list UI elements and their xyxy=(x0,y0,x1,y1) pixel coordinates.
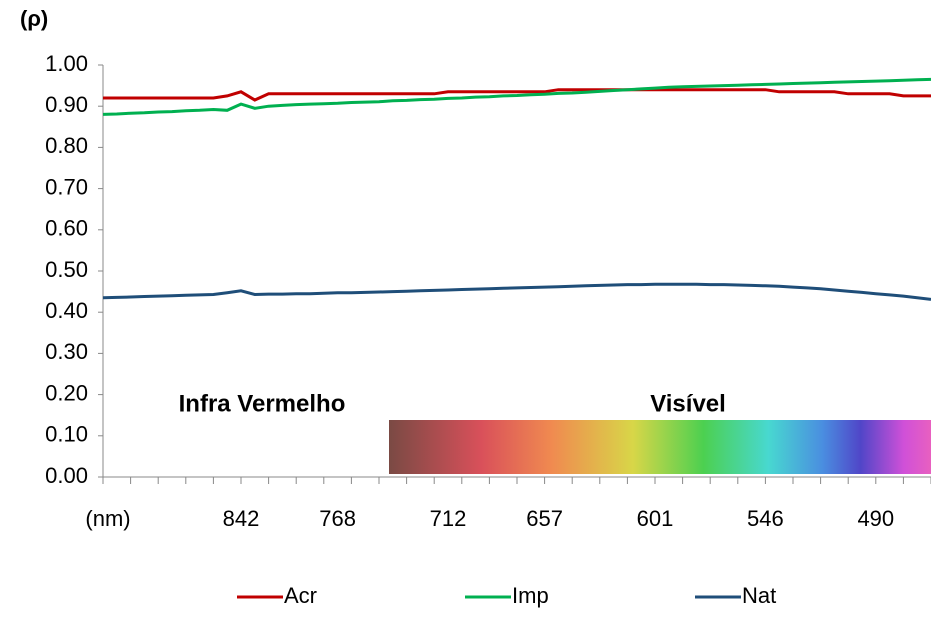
x-tick-label: 712 xyxy=(430,506,467,531)
annotation: Visível xyxy=(650,390,726,417)
chart: (ρ) Infra Vermelho Visível 0.00 0.10 0.20 0… xyxy=(0,0,931,613)
x-tick-label: 546 xyxy=(747,506,784,531)
y-tick-label: 0.80 xyxy=(45,133,88,158)
y-tick-label: 0.50 xyxy=(45,257,88,282)
x-tick-label: (nm) xyxy=(85,506,130,531)
annotation: Infra Vermelho xyxy=(179,390,346,417)
legend-label: Acr xyxy=(284,583,317,608)
x-tick-label: 601 xyxy=(637,506,674,531)
y-tick-label: 0.10 xyxy=(45,422,88,447)
spectrum-band xyxy=(389,420,931,474)
y-tick-label: 0.90 xyxy=(45,92,88,117)
x-tick-label: 657 xyxy=(526,506,563,531)
y-tick-label: 0.40 xyxy=(45,298,88,323)
y-tick-label: 0.20 xyxy=(45,380,88,405)
series-line xyxy=(103,284,931,299)
y-tick-label: 0.70 xyxy=(45,174,88,199)
y-tick-label: 0.00 xyxy=(45,463,88,488)
x-tick-label: 768 xyxy=(319,506,356,531)
y-tick-label: 0.30 xyxy=(45,339,88,364)
x-tick-label: 490 xyxy=(857,506,894,531)
legend-label: Nat xyxy=(742,583,776,608)
x-tick-label: 842 xyxy=(223,506,260,531)
y-tick-label: 1.00 xyxy=(45,51,88,76)
legend-label: Imp xyxy=(512,583,549,608)
y-tick-label: 0.60 xyxy=(45,216,88,241)
y-axis-label: (ρ) xyxy=(20,6,48,31)
